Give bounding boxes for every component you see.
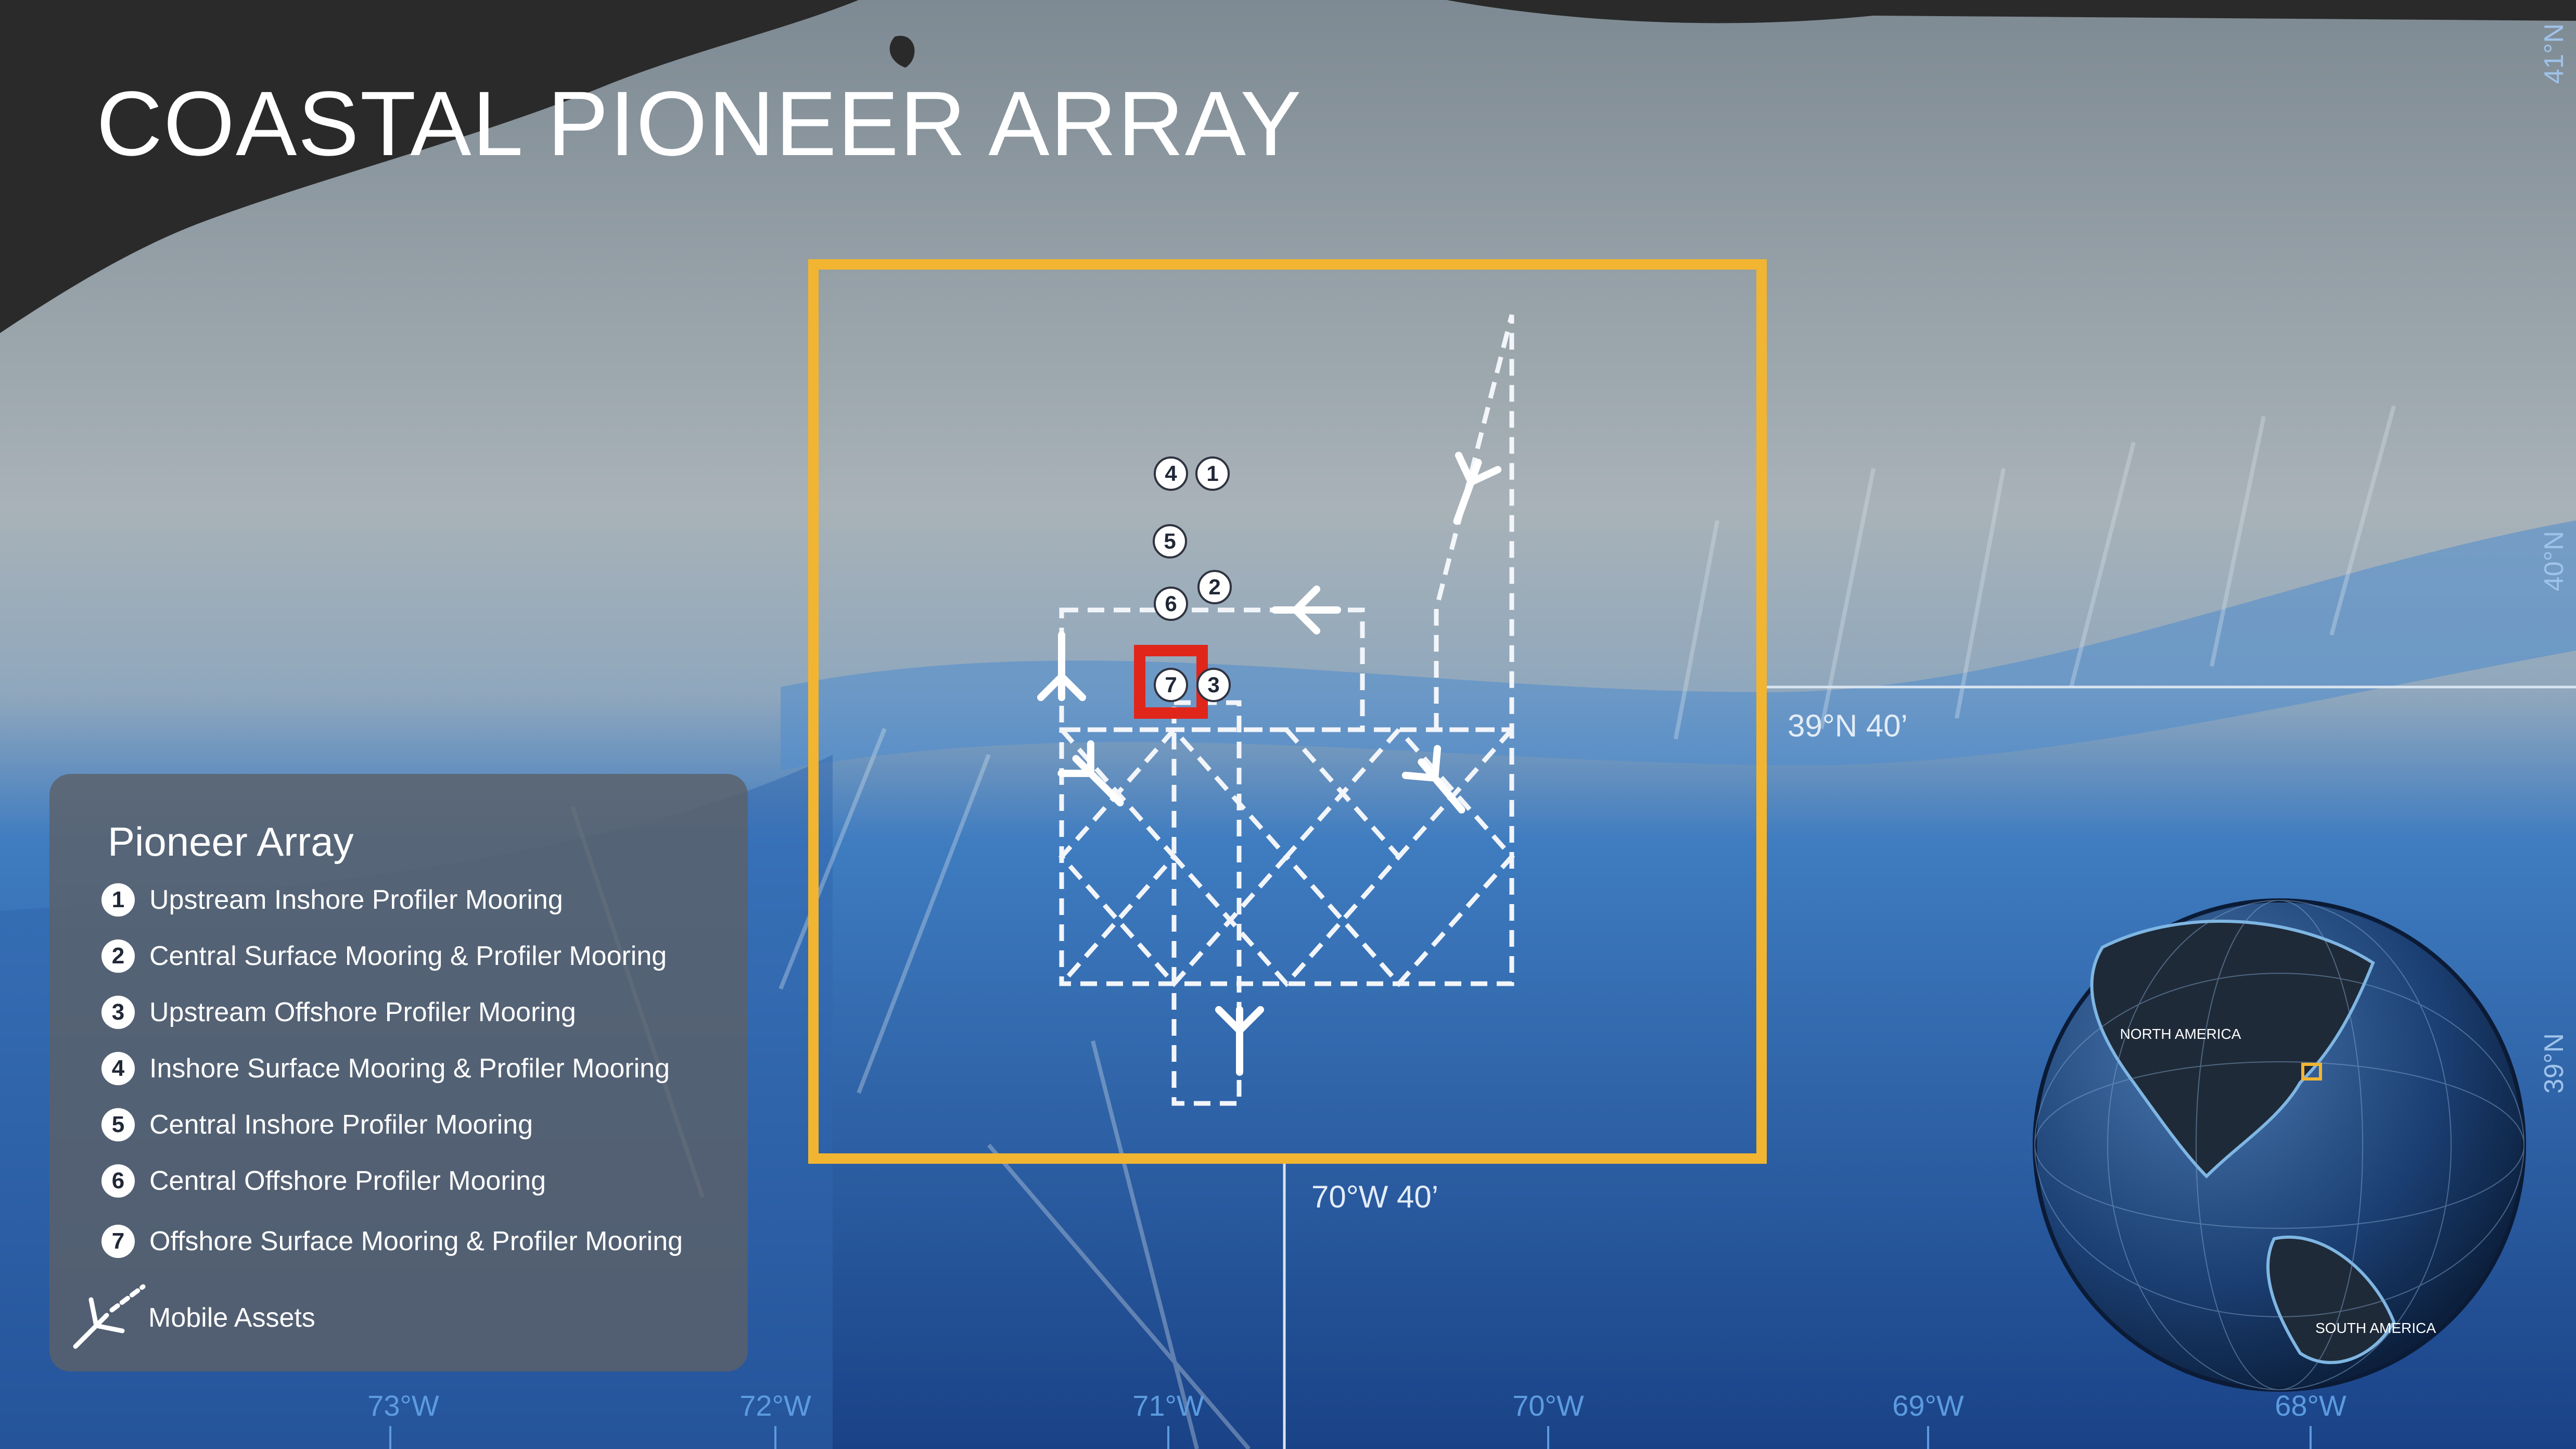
continental-slope — [781, 520, 2576, 770]
legend-number-badge: 1 — [101, 883, 135, 917]
legend-panel: Pioneer Array 1 Upstream Inshore Profile… — [49, 774, 748, 1371]
page-title: COASTAL PIONEER ARRAY — [96, 73, 1303, 175]
legend-item-label: Offshore Surface Mooring & Profiler Moor… — [149, 1226, 683, 1256]
mooring-marker-4[interactable]: 4 — [1154, 456, 1188, 491]
lon-ticks — [389, 1426, 2312, 1449]
legend-item-mobile-assets: Mobile Assets — [70, 1284, 315, 1352]
legend-item-label: Mobile Assets — [148, 1303, 315, 1333]
lon-label-72w: 72°W — [739, 1389, 811, 1422]
north-america-shape — [2090, 919, 2375, 1179]
legend-number-badge: 2 — [101, 939, 135, 973]
legend-number-badge: 4 — [101, 1052, 135, 1085]
legend-item-1: 1 Upstream Inshore Profiler Mooring — [101, 883, 563, 917]
legend-item-5: 5 Central Inshore Profiler Mooring — [101, 1108, 533, 1141]
legend-number-badge: 7 — [101, 1225, 135, 1258]
lon-callout-label: 70°W 40’ — [1311, 1179, 1439, 1214]
lat-label-41n: 41°N — [2539, 23, 2569, 84]
land-northeast — [1447, 0, 2576, 23]
land-long-island — [0, 0, 859, 333]
lon-label-70w: 70°W — [1512, 1389, 1584, 1422]
lat-label-39n: 39°N — [2539, 1033, 2569, 1094]
lon-label-71w: 71°W — [1132, 1389, 1204, 1422]
lat-label-40n: 40°N — [2539, 531, 2569, 592]
mooring-marker-3[interactable]: 3 — [1196, 668, 1231, 702]
mooring-marker-1[interactable]: 1 — [1195, 456, 1230, 491]
legend-item-label: Central Inshore Profiler Mooring — [149, 1110, 533, 1140]
legend-title: Pioneer Array — [108, 819, 354, 865]
globe-inset — [2033, 898, 2526, 1392]
legend-number-badge: 5 — [101, 1108, 135, 1141]
south-america-shape — [2266, 1235, 2396, 1364]
lon-label-73w: 73°W — [367, 1389, 439, 1422]
glider-icon — [73, 1284, 146, 1349]
study-area-box — [808, 259, 1767, 1164]
island — [889, 35, 915, 68]
globe-label-south-america: SOUTH AMERICA — [2315, 1320, 2436, 1336]
mooring-marker-6[interactable]: 6 — [1154, 587, 1188, 621]
legend-item-label: Inshore Surface Mooring & Profiler Moori… — [149, 1053, 670, 1084]
legend-item-label: Central Offshore Profiler Mooring — [149, 1166, 546, 1196]
globe-locator-box — [2301, 1063, 2322, 1081]
globe-label-north-america: NORTH AMERICA — [2120, 1026, 2241, 1042]
glider-icons — [1037, 451, 1502, 1076]
legend-item-3: 3 Upstream Offshore Profiler Mooring — [101, 996, 576, 1029]
legend-item-label: Central Surface Mooring & Profiler Moori… — [149, 941, 667, 971]
legend-item-label: Upstream Inshore Profiler Mooring — [149, 885, 563, 915]
legend-item-label: Upstream Offshore Profiler Mooring — [149, 997, 576, 1027]
lon-label-69w: 69°W — [1892, 1389, 1964, 1422]
lat-callout-label: 39°N 40’ — [1788, 708, 1908, 743]
mooring-marker-7[interactable]: 7 — [1154, 668, 1188, 702]
legend-item-2: 2 Central Surface Mooring & Profiler Moo… — [101, 939, 667, 973]
legend-item-4: 4 Inshore Surface Mooring & Profiler Moo… — [101, 1052, 670, 1085]
legend-item-6: 6 Central Offshore Profiler Mooring — [101, 1164, 546, 1198]
lon-label-68w: 68°W — [2275, 1389, 2347, 1422]
legend-number-badge: 6 — [101, 1164, 135, 1198]
legend-number-badge: 3 — [101, 996, 135, 1029]
legend-item-7: 7 Offshore Surface Mooring & Profiler Mo… — [101, 1225, 683, 1258]
mooring-marker-5[interactable]: 5 — [1153, 524, 1187, 558]
mooring-marker-2[interactable]: 2 — [1197, 570, 1232, 604]
